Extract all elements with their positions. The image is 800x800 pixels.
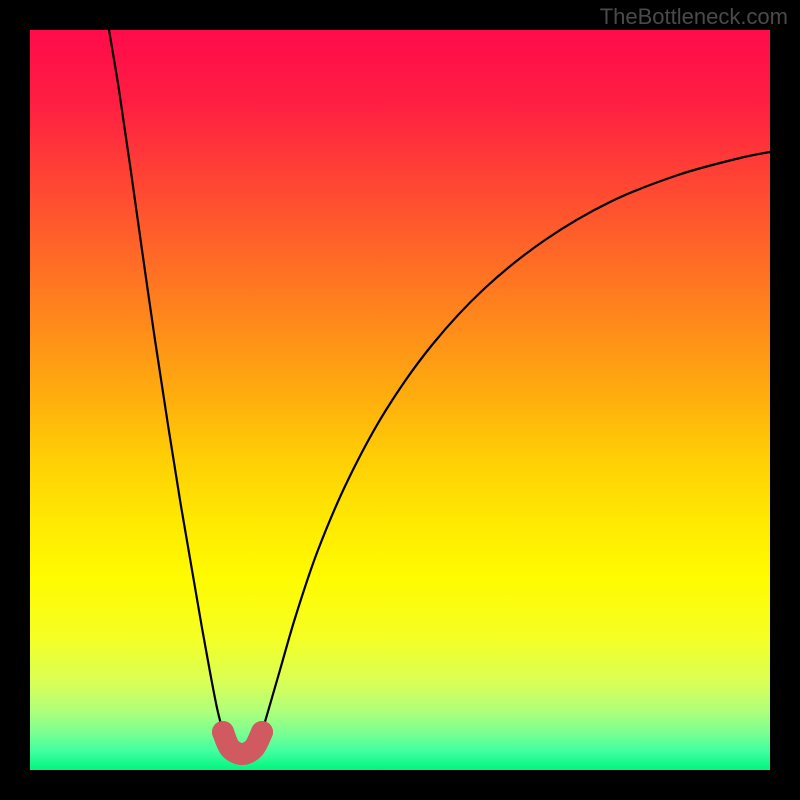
chart-svg (30, 30, 770, 770)
marker-dot (251, 721, 273, 743)
watermark-text: TheBottleneck.com (600, 4, 788, 30)
chart-area (30, 30, 770, 770)
marker-dot (212, 721, 234, 743)
gradient-background (30, 30, 770, 770)
